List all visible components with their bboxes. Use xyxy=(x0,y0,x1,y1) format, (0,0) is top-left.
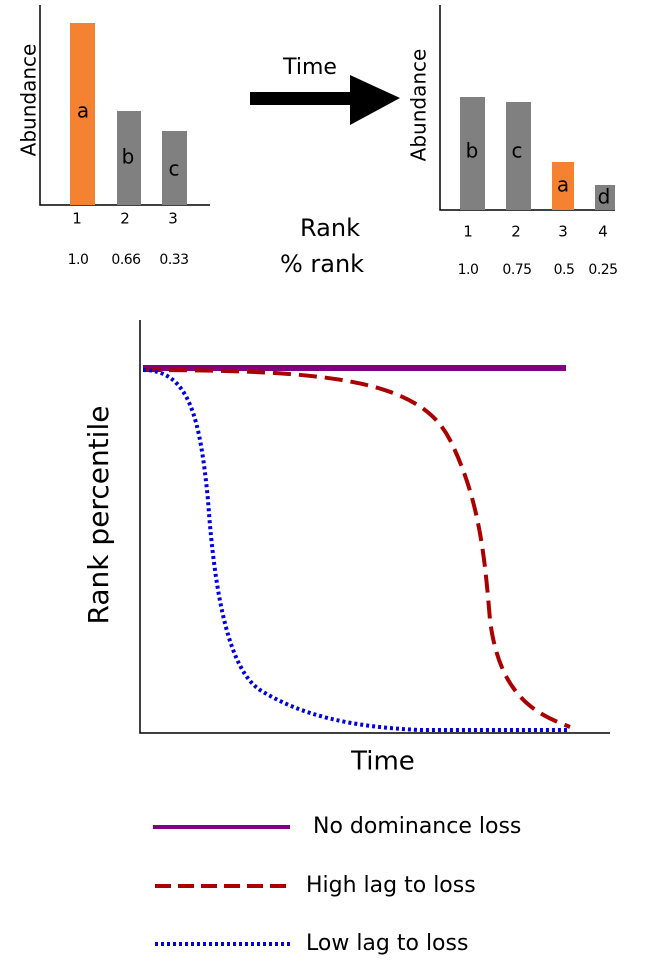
bar-label: b xyxy=(122,145,135,169)
rank: 3 xyxy=(168,210,178,228)
bar xyxy=(117,111,141,205)
rank: 1 xyxy=(463,223,473,241)
percent-rank: 0.33 xyxy=(159,252,188,268)
bar xyxy=(70,23,95,205)
legend-label: No dominance loss xyxy=(313,814,521,839)
rank: 2 xyxy=(120,210,130,228)
percent-rank: 1.0 xyxy=(458,262,479,278)
percent-rank: 0.25 xyxy=(588,262,617,278)
curve-low-lag xyxy=(142,368,570,732)
rank: 2 xyxy=(511,223,521,241)
bar-label: a xyxy=(557,173,569,197)
y-label: Rank percentile xyxy=(82,406,115,625)
bar-label: c xyxy=(169,157,180,181)
y-label: Abundance xyxy=(17,44,41,157)
curve-high-lag xyxy=(142,368,571,729)
bar xyxy=(460,97,485,210)
percent-rank: 0.75 xyxy=(502,262,531,278)
bar xyxy=(595,185,615,210)
bar xyxy=(552,162,574,210)
bar-label: a xyxy=(77,99,89,123)
arrow-head xyxy=(350,75,400,125)
rank: 1 xyxy=(72,210,82,228)
arrow-shaft xyxy=(250,92,352,105)
bar xyxy=(506,102,531,210)
percent-rank: 0.66 xyxy=(111,252,141,268)
axes xyxy=(139,320,610,734)
bar-label: b xyxy=(466,139,479,163)
rank: 4 xyxy=(598,223,608,241)
legend-label: High lag to loss xyxy=(306,873,476,898)
percent-rank: 1.0 xyxy=(68,252,89,268)
axes xyxy=(39,5,210,206)
x-label: Time xyxy=(350,747,415,777)
bar-label: c xyxy=(512,139,523,163)
center-label: % rank xyxy=(280,250,364,278)
center-label: Rank xyxy=(300,214,360,242)
bar xyxy=(162,131,187,205)
bar-label: d xyxy=(598,185,611,209)
legend-label: Low lag to loss xyxy=(306,931,468,956)
percent-rank: 0.5 xyxy=(554,262,575,278)
rank: 3 xyxy=(558,223,568,241)
y-label: Abundance xyxy=(407,49,431,162)
arrow-label: Time xyxy=(282,55,337,80)
